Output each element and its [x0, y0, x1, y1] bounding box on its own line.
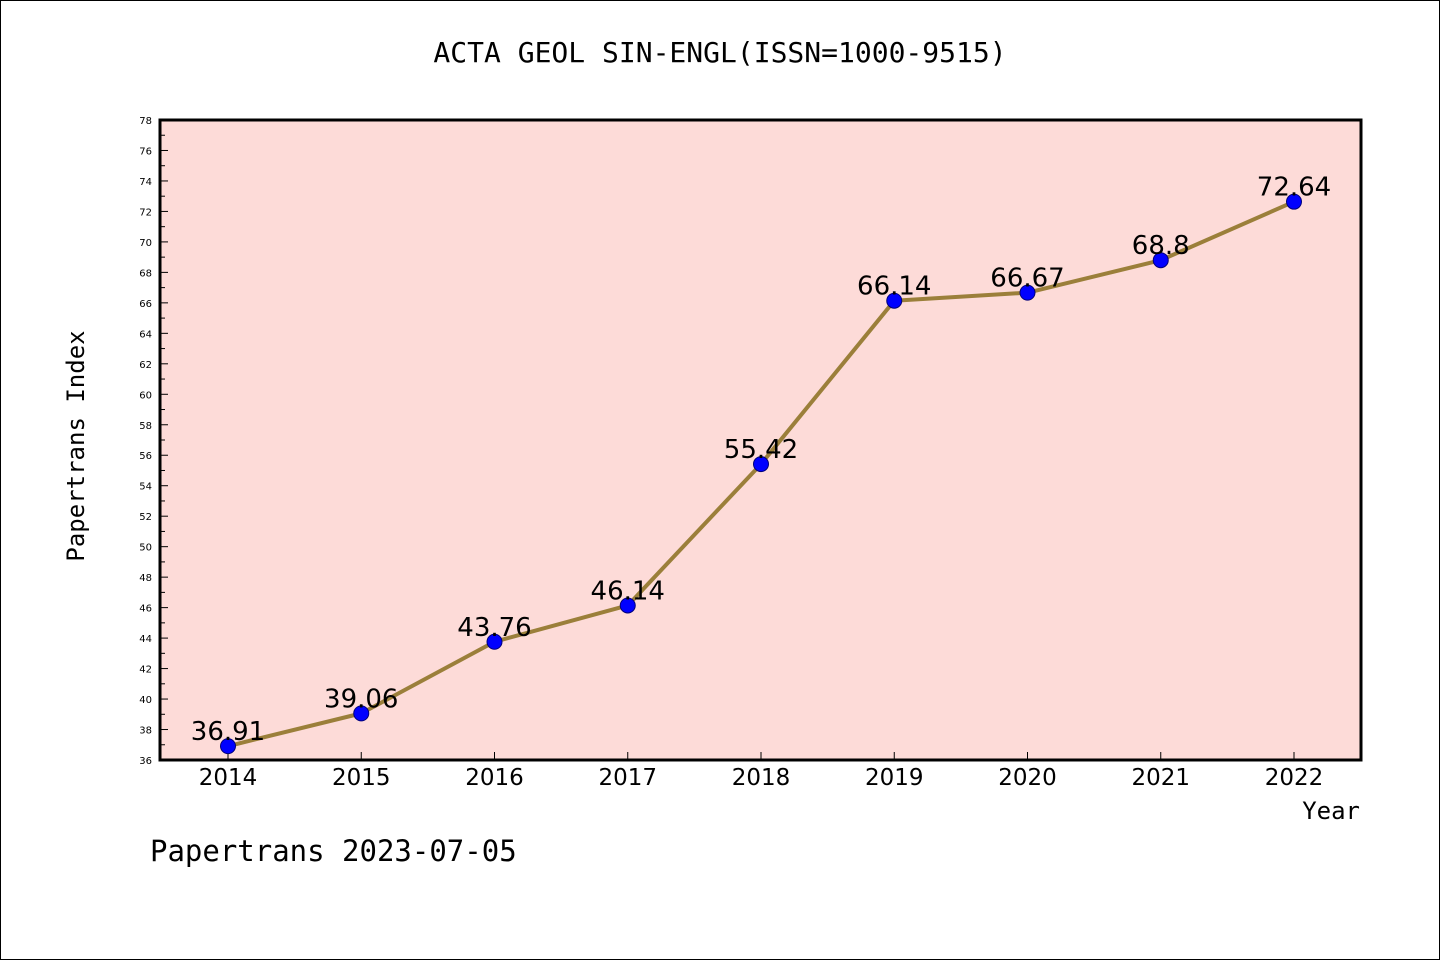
x-tick-label: 2020 [998, 765, 1057, 791]
y-tick-label: 78 [139, 116, 152, 127]
y-tick-label: 60 [139, 390, 152, 401]
x-tick-label: 2014 [199, 765, 258, 791]
y-tick-label: 66 [139, 299, 152, 310]
y-tick-label: 72 [139, 207, 152, 218]
x-axis-label: Year [1302, 797, 1360, 825]
x-tick-label: 2016 [465, 765, 524, 791]
x-tick-label: 2021 [1131, 765, 1190, 791]
data-point [886, 292, 903, 309]
y-tick-label: 58 [139, 421, 152, 432]
x-tick-label: 2018 [732, 765, 791, 791]
data-label: 55.42 [724, 435, 798, 465]
data-point [753, 456, 769, 473]
y-tick-label: 74 [139, 177, 152, 188]
y-tick-label: 56 [139, 451, 152, 462]
data-label: 36.91 [191, 717, 265, 747]
data-label: 66.67 [990, 264, 1064, 294]
y-tick-label: 64 [139, 329, 152, 340]
data-point [1152, 252, 1169, 269]
x-tick-label: 2017 [598, 765, 657, 791]
data-label: 39.06 [324, 684, 398, 714]
data-point [486, 633, 503, 650]
y-tick-label: 54 [139, 482, 152, 493]
y-tick-label: 62 [139, 360, 152, 371]
data-label: 72.64 [1257, 173, 1331, 203]
y-tick-label: 46 [139, 604, 152, 615]
data-label: 68.8 [1132, 231, 1190, 261]
y-tick-label: 48 [139, 573, 152, 584]
x-tick-label: 2015 [332, 765, 391, 791]
data-point [1286, 193, 1302, 210]
plot-area [160, 120, 1361, 760]
x-axis-ticks: 2014 2015 2016 2017 2018 2019 2020 2021 2022 [199, 752, 1324, 791]
data-label: 43.76 [457, 613, 531, 643]
y-tick-label: 42 [139, 665, 152, 676]
chart-title: ACTA GEOL SIN-ENGL(ISSN=1000-9515) [433, 36, 1007, 69]
y-tick-label: 44 [139, 634, 152, 645]
plot-border [158, 118, 1363, 762]
y-tick-label: 68 [139, 268, 152, 279]
y-axis-ticks: 36 38 40 42 44 46 48 50 52 54 56 58 60 62 64 66 68 70 72 74… [139, 116, 168, 767]
data-point [353, 705, 370, 722]
data-point [1019, 284, 1036, 301]
x-tick-label: 2019 [865, 765, 924, 791]
data-point [619, 597, 636, 614]
y-tick-label: 40 [139, 695, 152, 706]
series-group: 36.91 39.06 43.76 46.14 55.42 66.14 66.67 68.8 7… [191, 173, 1331, 755]
x-tick-label: 2022 [1265, 765, 1324, 791]
y-tick-label: 70 [139, 238, 152, 249]
y-tick-label: 36 [139, 756, 152, 767]
y-tick-label: 50 [139, 543, 152, 554]
y-tick-label: 76 [139, 146, 152, 157]
y-tick-label: 38 [139, 726, 152, 737]
data-point [220, 738, 236, 755]
data-label: 66.14 [857, 272, 931, 302]
footer-text: Papertrans 2023-07-05 [150, 834, 517, 868]
y-tick-label: 52 [139, 512, 152, 523]
data-label: 46.14 [591, 576, 665, 606]
